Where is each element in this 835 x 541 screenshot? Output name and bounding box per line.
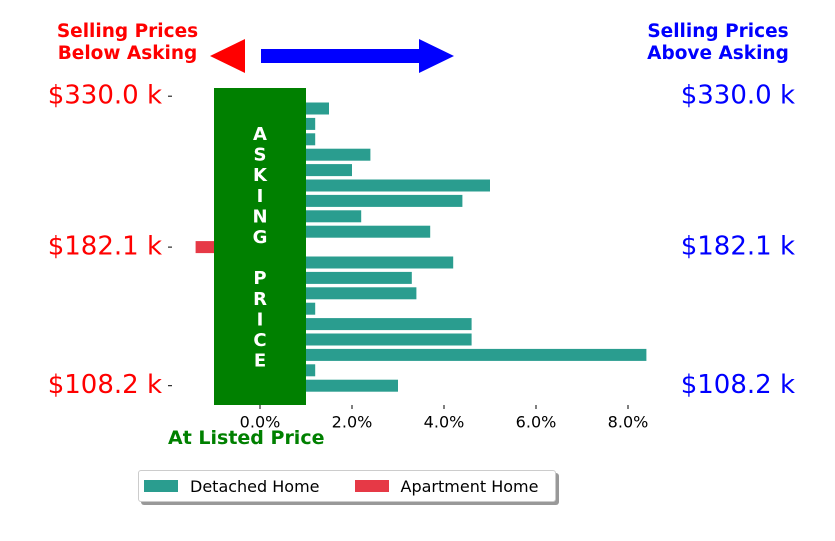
detached-bar bbox=[306, 194, 463, 207]
x-tick-label: 8.0% bbox=[608, 413, 649, 432]
x-tick-label: 0.0% bbox=[240, 413, 281, 432]
legend-item-apartment: Apartment Home bbox=[354, 476, 539, 496]
detached-bar bbox=[306, 256, 454, 269]
y-tick-label-right: $182.1 k bbox=[681, 232, 795, 262]
legend: Detached Home Apartment Home bbox=[138, 470, 556, 502]
detached-bar bbox=[306, 287, 417, 300]
asking-band-letter: S bbox=[254, 145, 267, 166]
detached-bar bbox=[306, 102, 329, 115]
asking-band-letter: N bbox=[252, 206, 267, 227]
x-tick-label: 4.0% bbox=[424, 413, 465, 432]
asking-band-letter: P bbox=[253, 268, 266, 289]
legend-item-detached: Detached Home bbox=[144, 477, 320, 496]
detached-bar bbox=[306, 164, 352, 177]
x-axis-label: At Listed Price bbox=[168, 427, 325, 449]
right-arrow-icon bbox=[261, 39, 454, 73]
legend-label-apartment: Apartment Home bbox=[400, 476, 539, 496]
header-below-line1: Selling Prices bbox=[56, 21, 199, 42]
detached-bar bbox=[306, 318, 472, 331]
detached-bar bbox=[306, 333, 472, 346]
y-tick-labels-left: $330.0 k $182.1 k $108.2 k bbox=[48, 81, 172, 400]
apartment-bar bbox=[195, 241, 214, 254]
header-above-line2: Above Asking bbox=[647, 43, 789, 64]
bars-group bbox=[195, 102, 647, 392]
legend-label-detached: Detached Home bbox=[190, 476, 320, 496]
y-tick-label-left: $108.2 k bbox=[48, 370, 162, 400]
detached-bar bbox=[306, 148, 371, 161]
x-tick-label: 6.0% bbox=[516, 413, 557, 432]
y-tick-label-left: $182.1 k bbox=[48, 232, 162, 262]
y-tick-label-right: $108.2 k bbox=[681, 370, 795, 400]
asking-band-letter: C bbox=[253, 330, 266, 351]
x-tick-label: 2.0% bbox=[332, 413, 373, 432]
detached-bar bbox=[306, 364, 316, 377]
asking-band-letter: R bbox=[253, 289, 267, 310]
detached-bar bbox=[306, 225, 431, 238]
y-tick-labels-right: $330.0 k $182.1 k $108.2 k bbox=[681, 81, 795, 401]
asking-band-letter: G bbox=[253, 227, 268, 248]
left-arrow-icon bbox=[210, 39, 245, 73]
detached-bar bbox=[306, 133, 316, 146]
y-tick-label-left: $330.0 k bbox=[48, 81, 162, 111]
detached-bar bbox=[306, 210, 362, 223]
y-tick-label-right: $330.0 k bbox=[681, 81, 795, 111]
detached-bar bbox=[306, 117, 316, 130]
asking-band-letter: E bbox=[254, 351, 266, 372]
asking-band-rect bbox=[214, 88, 306, 405]
detached-bar bbox=[306, 179, 490, 192]
detached-bar bbox=[306, 271, 412, 284]
legend-swatch-apartment bbox=[354, 480, 389, 492]
asking-band-letter: A bbox=[253, 124, 267, 145]
asking-band-letter: K bbox=[253, 165, 268, 186]
detached-bar bbox=[306, 302, 316, 315]
detached-bar bbox=[306, 379, 398, 392]
asking-band-letter: I bbox=[257, 186, 264, 207]
asking-band-letter: I bbox=[257, 309, 264, 330]
header-below-asking: Selling Prices Below Asking bbox=[30, 21, 225, 65]
header-above-asking: Selling Prices Above Asking bbox=[618, 21, 818, 65]
detached-bar bbox=[306, 348, 647, 361]
header-above-line1: Selling Prices bbox=[647, 21, 789, 42]
x-tick-labels: 0.0% 2.0% 4.0% 6.0% 8.0% bbox=[240, 405, 649, 432]
legend-swatch-detached bbox=[144, 480, 178, 492]
header-below-line2: Below Asking bbox=[57, 43, 198, 64]
